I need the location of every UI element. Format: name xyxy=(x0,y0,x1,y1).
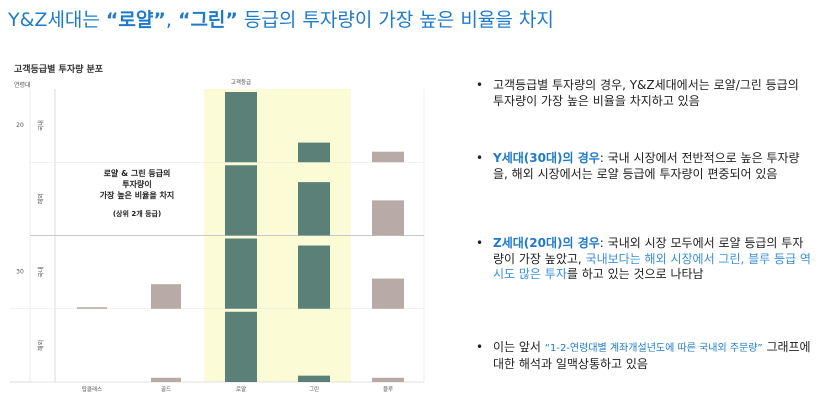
annotation-line: 가장 높은 비율을 차지 xyxy=(99,191,175,200)
bullet-text: : 국내외 시장 모두에서 로얄 등급의 투자량이 가장 높았고, xyxy=(493,236,804,266)
bullet-dot: • xyxy=(476,78,484,92)
bullet-text: : 국내 시장에서 전반적으로 높은 투자량을, 해외 시장에서는 로얄 등급에… xyxy=(493,151,800,181)
bullet-text: 그래프에 대한 해석과 일맥상통하고 있음 xyxy=(493,340,811,371)
x-tick-label: 그린 xyxy=(309,386,319,393)
age-label: 30 xyxy=(16,269,24,276)
bullet-text: 고객등급별 투자량의 경우, Y&Z세대에서는 로얄/그린 등급의 투자량이 가… xyxy=(493,78,799,108)
y-axis-unit: 연령대 xyxy=(14,82,31,89)
bar xyxy=(151,377,181,382)
highlight-label: 고객등급 xyxy=(231,79,251,86)
bar xyxy=(372,200,404,236)
bullet-lead: Z세대(20대)의 경우 xyxy=(493,236,600,250)
bar xyxy=(151,284,181,309)
bullet-highlight: 국내보다는 해외 시장에서 그린, 블루 등급 역시도 많은 투자 xyxy=(493,251,811,282)
x-tick-label: 탑클래스 xyxy=(82,385,102,393)
chart-title: 고객등급별 투자량 분포 xyxy=(14,65,104,75)
bar xyxy=(225,238,257,309)
market-label: 해외 xyxy=(37,340,45,351)
page-title: Y&Z세대는 “로얄”, “그린” 등급의 투자량이 가장 높은 비율을 차지 xyxy=(8,9,554,31)
bar xyxy=(298,182,330,236)
bar xyxy=(298,375,330,382)
bullet-tail: 를 하고 있는 것으로 나타남 xyxy=(566,267,704,281)
bar xyxy=(77,307,107,309)
bullet-lead: Y세대(30대)의 경우 xyxy=(493,151,600,165)
annotation-line: 투자량이 xyxy=(122,180,152,189)
bullet-item: • Y세대(30대)의 경우: 국내 시장에서 전반적으로 높은 투자량을, 해… xyxy=(476,151,811,182)
chart-annotation: 로얄 & 그린 등급의 투자량이 가장 높은 비율을 차지 (상위 2개 등급) xyxy=(72,168,202,220)
annotation-subnote: (상위 2개 등급) xyxy=(112,210,162,218)
market-label: 국내 xyxy=(37,267,45,278)
bullet-dot: • xyxy=(476,340,484,354)
x-tick-label: 로얄 xyxy=(236,385,246,393)
bar xyxy=(372,278,404,309)
bullet-item: • 고객등급별 투자량의 경우, Y&Z세대에서는 로얄/그린 등급의 투자량이… xyxy=(476,78,811,109)
bar xyxy=(225,311,257,382)
bullet-dot: • xyxy=(476,151,484,165)
x-tick-label: 블루 xyxy=(383,386,393,393)
bar xyxy=(298,245,330,309)
bullet-quote: “1-2-연령대별 계좌개설년도에 따른 국내외 주문량” xyxy=(544,343,763,354)
bar xyxy=(225,165,257,236)
bar xyxy=(298,142,330,163)
bar xyxy=(372,151,404,163)
bullet-dot: • xyxy=(476,236,484,250)
bullet-pre: 이는 앞서 xyxy=(493,340,545,354)
x-tick-label: 골드 xyxy=(161,386,171,393)
market-label: 해외 xyxy=(37,193,45,204)
age-label: 20 xyxy=(16,122,24,129)
market-label: 국내 xyxy=(37,120,45,131)
bar xyxy=(372,377,404,382)
bar xyxy=(225,92,257,163)
bullet-item: • 이는 앞서 “1-2-연령대별 계좌개설년도에 따른 국내외 주문량” 그래… xyxy=(476,340,811,372)
bullet-item: • Z세대(20대)의 경우: 국내외 시장 모두에서 로얄 등급의 투자량이 … xyxy=(476,236,811,283)
annotation-line: 로얄 & 그린 등급의 xyxy=(103,169,171,178)
